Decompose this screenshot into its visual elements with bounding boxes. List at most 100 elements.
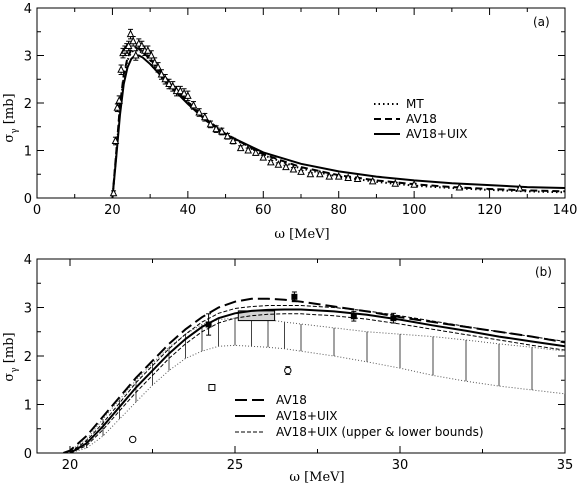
panel-a-y-axis-label-sub: γ [10, 128, 20, 133]
legend-label-bounds: AV18+UIX (upper & lower bounds) [276, 425, 484, 439]
y-tick-label: 4 [24, 2, 32, 17]
data-point-triangle [184, 91, 192, 99]
data-point-triangle [217, 126, 226, 135]
series-line-2 [111, 54, 565, 198]
data-point-triangle [344, 173, 352, 182]
panel-a-label: (a) [533, 15, 550, 29]
data-point-triangle [115, 96, 124, 104]
x-tick-label: 25 [227, 458, 244, 473]
legend-label-av18: AV18 [406, 112, 437, 126]
y-tick-label: 0 [24, 447, 32, 462]
panel-a-y-axis-label-unit: [mb] [2, 93, 17, 128]
data-point-filled-square [390, 315, 397, 322]
data-point-triangle [129, 36, 137, 45]
x-tick-label: 60 [255, 203, 272, 218]
series-line-lower-2 [69, 313, 565, 453]
data-point-triangle [111, 136, 120, 144]
data-point-triangle [147, 50, 156, 59]
y-tick-label: 0 [24, 192, 32, 207]
legend-label-av18-uix-b: AV18+UIX [276, 409, 338, 423]
panel-b-plot-area: 20 25 30 35 0 1 2 3 4 [24, 253, 574, 473]
data-point-triangle [206, 119, 215, 128]
legend-label-mt: MT [406, 97, 424, 111]
data-point-triangle [353, 174, 362, 182]
data-point-triangle [124, 41, 133, 49]
data-point-triangle [282, 162, 290, 171]
data-point-triangle [334, 172, 343, 180]
data-point-open-circle [129, 435, 137, 444]
x-tick-label: 140 [553, 203, 578, 218]
y-tick-label: 1 [24, 145, 32, 160]
data-point-triangle [180, 88, 188, 97]
y-tick-label: 2 [24, 350, 32, 365]
data-point-open-circle [284, 366, 292, 375]
panel-a-y-axis-label-main: σ [2, 134, 17, 143]
data-point-triangle [223, 131, 232, 140]
data-point-triangle [189, 100, 198, 109]
data-point-triangle [455, 182, 464, 191]
y-tick-label: 1 [24, 399, 32, 414]
data-point-triangle [132, 50, 140, 59]
data-point-open-square [208, 384, 216, 392]
panel-a-plot-area: 0 20 40 60 80 100 120 140 0 1 2 3 4 [24, 2, 578, 218]
panel-a-x-axis-label: ω [MeV] [274, 227, 329, 242]
panel-b-legend: AV18 AV18+UIX AV18+UIX (upper & lower bo… [235, 393, 484, 439]
y-tick-label: 4 [24, 253, 32, 268]
series-line-1 [111, 46, 565, 198]
x-tick-label: 20 [62, 458, 79, 473]
series-line-0 [63, 297, 565, 453]
data-point-triangle [229, 136, 237, 144]
series-line-1 [69, 308, 565, 453]
x-tick-label: 40 [180, 203, 197, 218]
x-tick-label: 35 [557, 458, 574, 473]
panel-b: 20 25 30 35 0 1 2 3 4 (b) ω [MeV] σγ [mb] AV18 A… [2, 253, 573, 485]
x-tick-label: 30 [392, 458, 409, 473]
data-point-filled-square [205, 321, 212, 328]
panel-b-y-axis-label-sub: γ [10, 367, 20, 372]
data-point-triangle [251, 148, 260, 156]
panel-b-y-axis-label: σγ [mb] [2, 332, 20, 381]
data-point-triangle [259, 153, 268, 161]
data-point-triangle [391, 179, 400, 187]
panel-b-y-axis-label-unit: [mb] [2, 332, 17, 367]
panel-b-label: (b) [535, 265, 552, 279]
x-tick-label: 80 [330, 203, 347, 218]
legend-label-av18-b: AV18 [276, 393, 307, 407]
x-tick-label: 0 [33, 203, 41, 218]
data-point-triangle [297, 167, 305, 175]
y-tick-label: 3 [24, 50, 32, 65]
data-point-triangle [316, 169, 324, 178]
plot-content [63, 291, 565, 453]
data-point-triangle [289, 164, 298, 173]
plot-frame [36, 258, 566, 454]
panel-a: 0 20 40 60 80 100 120 140 0 1 2 3 4 (a) ω [MeV] σγ [… [2, 2, 577, 242]
x-tick-label: 100 [402, 203, 427, 218]
data-point-triangle [126, 29, 135, 38]
data-point-triangle [154, 62, 162, 71]
data-point-triangle [244, 145, 253, 154]
panel-a-y-axis-label: σγ [mb] [2, 93, 20, 142]
y-tick-label: 3 [24, 302, 32, 317]
data-point-triangle [113, 103, 122, 111]
plot-content [109, 28, 565, 198]
data-point-triangle [274, 160, 283, 168]
data-point-triangle [515, 183, 524, 192]
legend-label-av18-uix: AV18+UIX [406, 127, 468, 141]
data-point-triangle [410, 180, 418, 188]
data-point-triangle [176, 86, 185, 95]
data-point-triangle [325, 172, 334, 180]
panel-b-x-axis-label: ω [MeV] [289, 470, 344, 485]
x-tick-label: 120 [477, 203, 502, 218]
series-line-2 [69, 305, 565, 453]
data-point-triangle [165, 79, 173, 87]
data-point-triangle [368, 176, 377, 185]
data-point-triangle [109, 188, 118, 197]
data-point-filled-square [350, 313, 357, 320]
data-point-triangle [117, 65, 125, 73]
data-point-triangle [267, 157, 275, 166]
panel-a-legend: MT AV18 AV18+UIX [374, 97, 468, 141]
x-tick-label: 20 [104, 203, 121, 218]
data-point-triangle [306, 169, 315, 178]
data-point-triangle [212, 124, 220, 133]
